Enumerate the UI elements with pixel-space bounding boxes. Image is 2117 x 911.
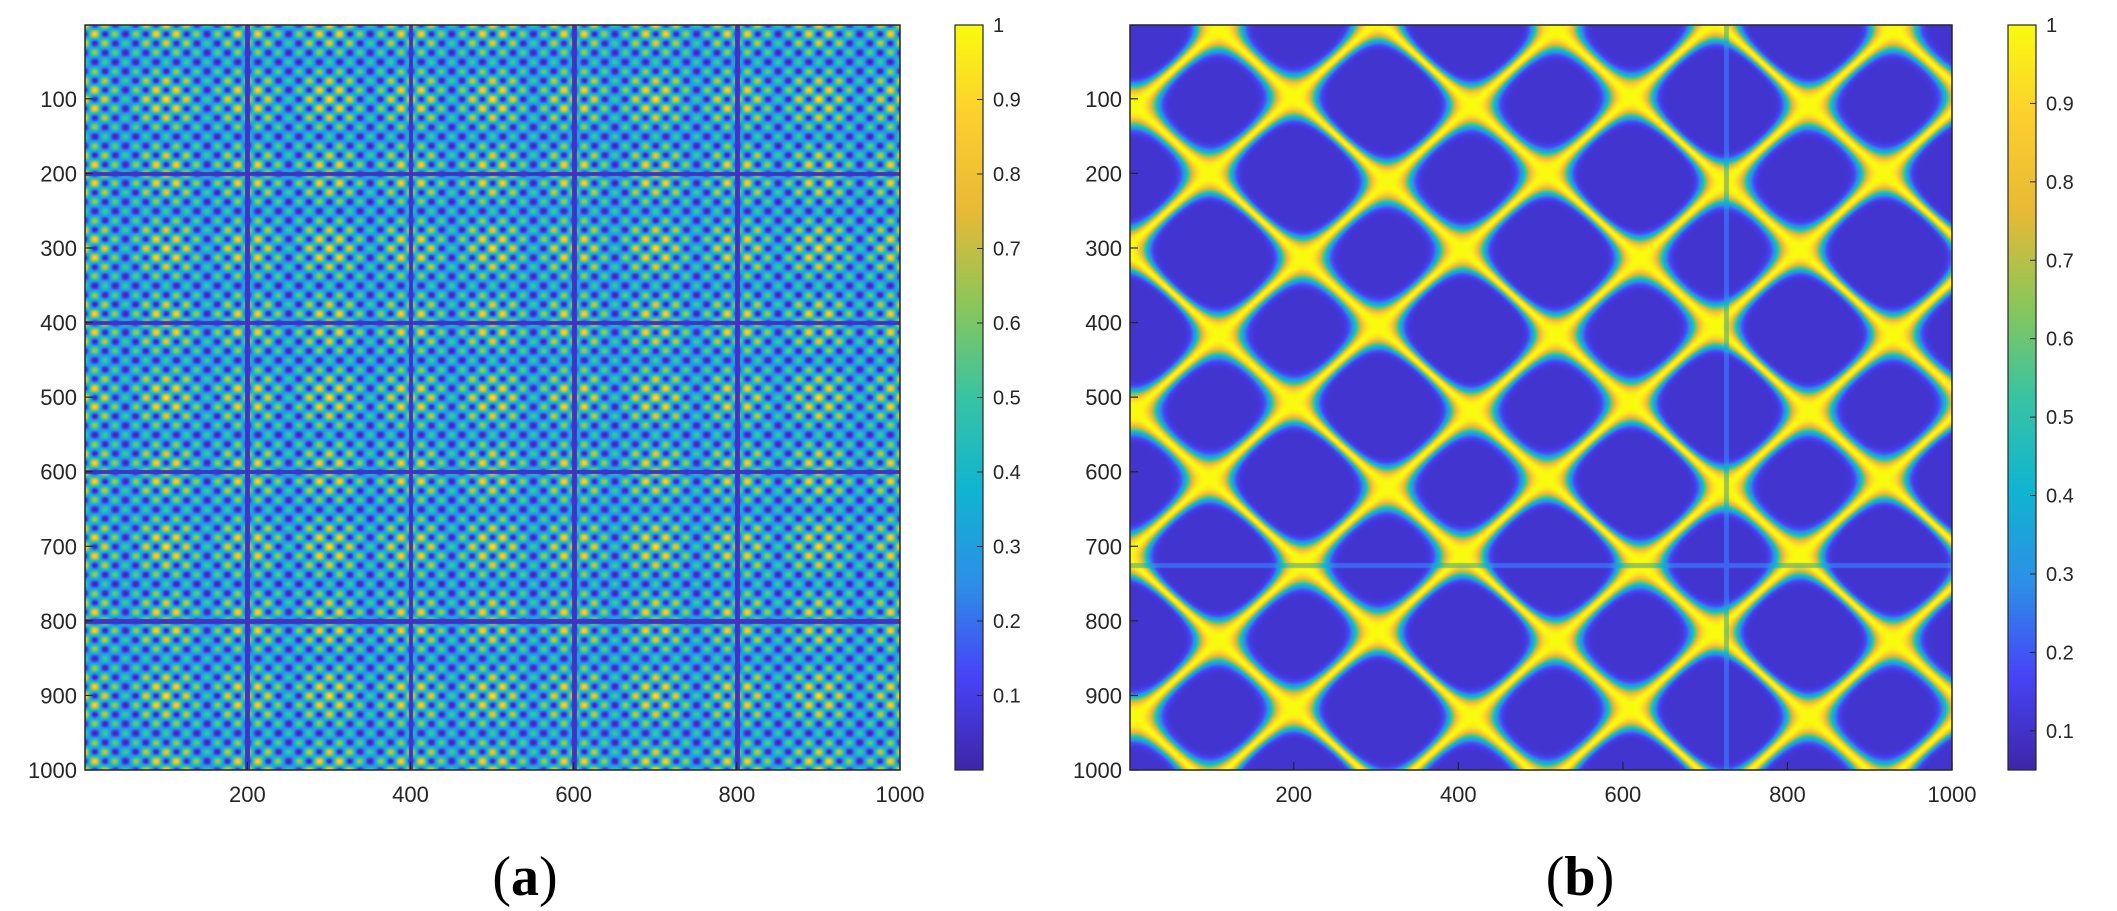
x-ticks-b: 200 400 600 800 1000 [1275, 762, 1976, 807]
y-ticks-a: 100 200 300 400 500 600 700 800 900 1000 [28, 87, 93, 783]
x-tick-label: 600 [1605, 782, 1642, 807]
x-tick-label: 800 [1769, 782, 1806, 807]
colorbar-tick-label: 0.1 [2046, 721, 2074, 743]
colorbar-ticks-a: 0.1 0.2 0.3 0.4 0.5 0.6 0.7 0.8 0.9 1 [977, 15, 1021, 708]
colorbar-tick-label: 0.2 [2046, 642, 2074, 664]
x-tick-label: 800 [718, 782, 755, 807]
colorbar-tick-label: 0.5 [993, 388, 1021, 410]
colorbar-tick-label: 0.8 [993, 164, 1021, 186]
colorbar-tick-label: 0.6 [993, 313, 1021, 335]
y-tick-label: 700 [1085, 534, 1122, 559]
x-tick-label: 600 [555, 782, 592, 807]
colorbar-tick-label: 0.7 [993, 239, 1021, 261]
x-tick-label: 400 [1440, 782, 1477, 807]
panel-label-b: (b) [1546, 846, 1614, 908]
y-tick-label: 100 [40, 87, 77, 112]
x-tick-label: 1000 [876, 782, 925, 807]
colorbar-tick-label: 0.5 [2046, 407, 2074, 429]
colorbar-tick-label: 1 [993, 15, 1004, 37]
y-tick-label: 900 [40, 683, 77, 708]
x-tick-label: 400 [392, 782, 429, 807]
colorbar-b [2007, 24, 2037, 771]
x-tick-label: 200 [229, 782, 266, 807]
y-tick-label: 400 [40, 311, 77, 336]
colorbar-tick-label: 0.4 [2046, 486, 2074, 508]
y-tick-label: 400 [1085, 311, 1122, 336]
y-tick-label: 300 [1085, 236, 1122, 261]
colorbar-tick-label: 0.6 [2046, 329, 2074, 351]
y-tick-label: 200 [1085, 161, 1122, 186]
y-tick-label: 100 [1085, 87, 1122, 112]
panel-label-a: (a) [492, 846, 557, 908]
colorbar-tick-label: 0.7 [2046, 250, 2074, 272]
colorbar-tick-label: 0.1 [993, 686, 1021, 708]
x-tick-label: 1000 [1928, 782, 1977, 807]
y-tick-label: 600 [40, 460, 77, 485]
y-tick-label: 1000 [1073, 758, 1122, 783]
colorbar-tick-label: 0.3 [993, 537, 1021, 559]
colorbar-tick-label: 1 [2046, 15, 2057, 37]
colorbar-tick-label: 0.4 [993, 462, 1021, 484]
colorbar-tick-label: 0.8 [2046, 172, 2074, 194]
x-ticks-a: 200 400 600 800 1000 [229, 762, 924, 807]
colorbar-tick-label: 0.3 [2046, 564, 2074, 586]
heatmap-a [85, 25, 900, 770]
colorbar-ticks-b: 0.1 0.2 0.3 0.4 0.5 0.6 0.7 0.8 0.9 1 [2030, 15, 2074, 743]
y-ticks-b: 100 200 300 400 500 600 700 800 900 1000 [1073, 87, 1138, 783]
y-tick-label: 900 [1085, 683, 1122, 708]
y-tick-label: 800 [1085, 609, 1122, 634]
colorbar-tick-label: 0.2 [993, 611, 1021, 633]
colorbar-tick-label: 0.9 [993, 90, 1021, 112]
heatmap-b [1130, 25, 1952, 770]
y-tick-label: 600 [1085, 460, 1122, 485]
y-tick-label: 500 [40, 385, 77, 410]
y-tick-label: 300 [40, 236, 77, 261]
y-tick-label: 1000 [28, 758, 77, 783]
y-tick-label: 800 [40, 609, 77, 634]
y-tick-label: 700 [40, 534, 77, 559]
x-tick-label: 200 [1275, 782, 1312, 807]
y-tick-label: 500 [1085, 385, 1122, 410]
y-tick-label: 200 [40, 161, 77, 186]
colorbar-tick-label: 0.9 [2046, 93, 2074, 115]
panel-b: 200 400 600 800 1000 100 200 300 400 500 600 700 80… [1073, 15, 2074, 908]
panel-a: 200 400 600 800 1000 100 200 300 400 500 600 700 80… [28, 15, 1021, 908]
